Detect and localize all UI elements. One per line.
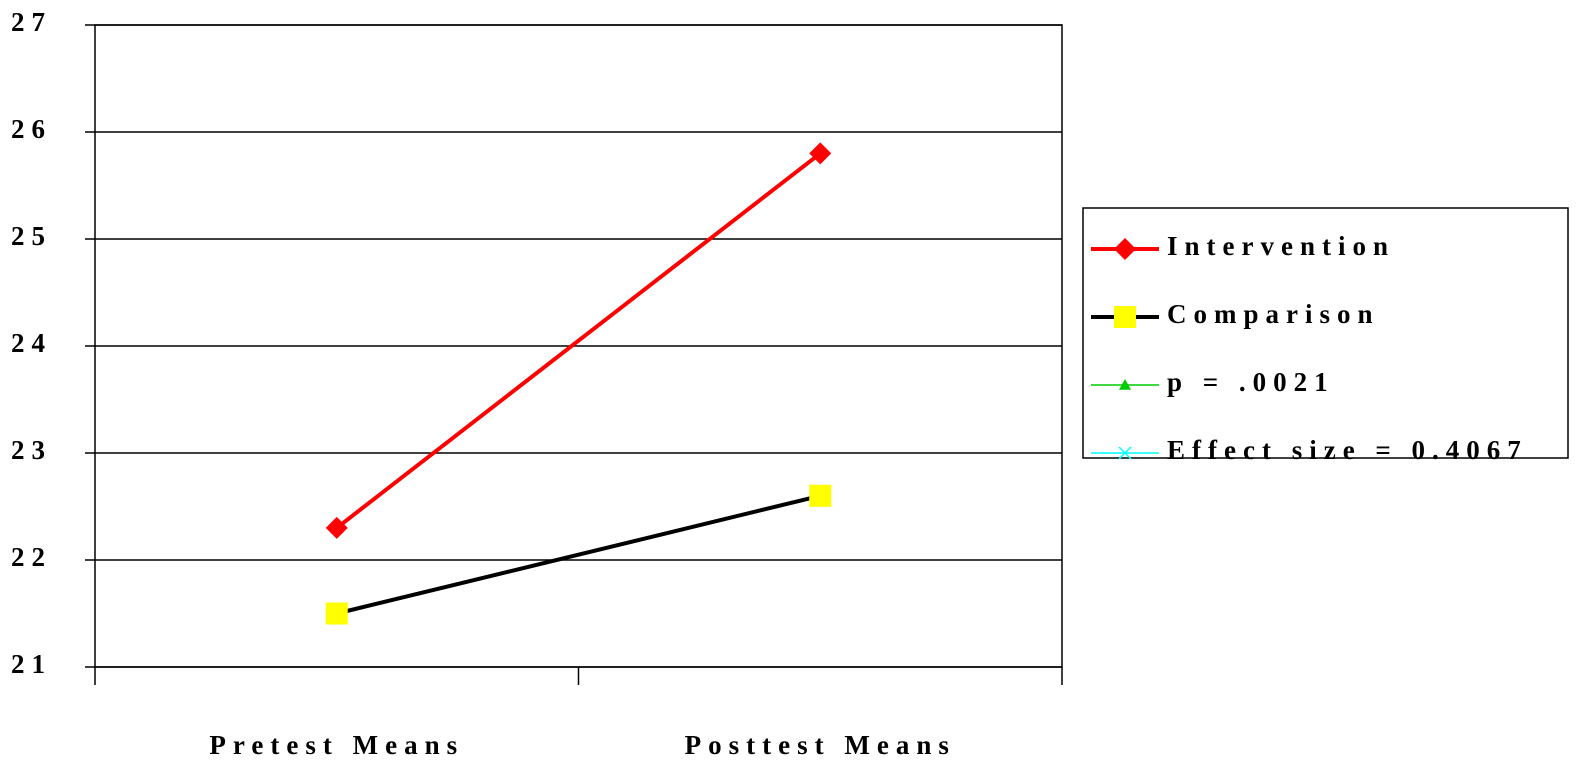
- data-point: [325, 516, 348, 539]
- x-tick-label: Posttest Means: [685, 730, 956, 760]
- data-point: [325, 602, 348, 625]
- legend-label: Comparison: [1167, 299, 1380, 329]
- data-point: [809, 142, 832, 165]
- legend-label: Intervention: [1167, 231, 1395, 261]
- y-tick-label: 23: [11, 435, 52, 465]
- y-tick-label: 25: [11, 221, 52, 251]
- legend-marker: [1114, 238, 1136, 260]
- y-tick-label: 22: [11, 542, 52, 572]
- y-tick-label: 26: [11, 114, 52, 144]
- legend-marker: [1118, 446, 1132, 460]
- y-tick-label: 21: [11, 649, 52, 679]
- y-tick-label: 24: [11, 328, 52, 358]
- series-line: [335, 151, 822, 530]
- series-line: [336, 493, 821, 616]
- legend-marker: [1119, 379, 1131, 390]
- legend-box: [1082, 207, 1569, 459]
- legend-label: Effect size = 0.4067: [1167, 435, 1528, 465]
- y-tick-label: 27: [11, 7, 52, 37]
- x-tick-label: Pretest Means: [209, 730, 464, 760]
- legend-marker: [1114, 306, 1136, 328]
- data-point: [809, 484, 832, 507]
- legend-label: p = .0021: [1167, 367, 1335, 397]
